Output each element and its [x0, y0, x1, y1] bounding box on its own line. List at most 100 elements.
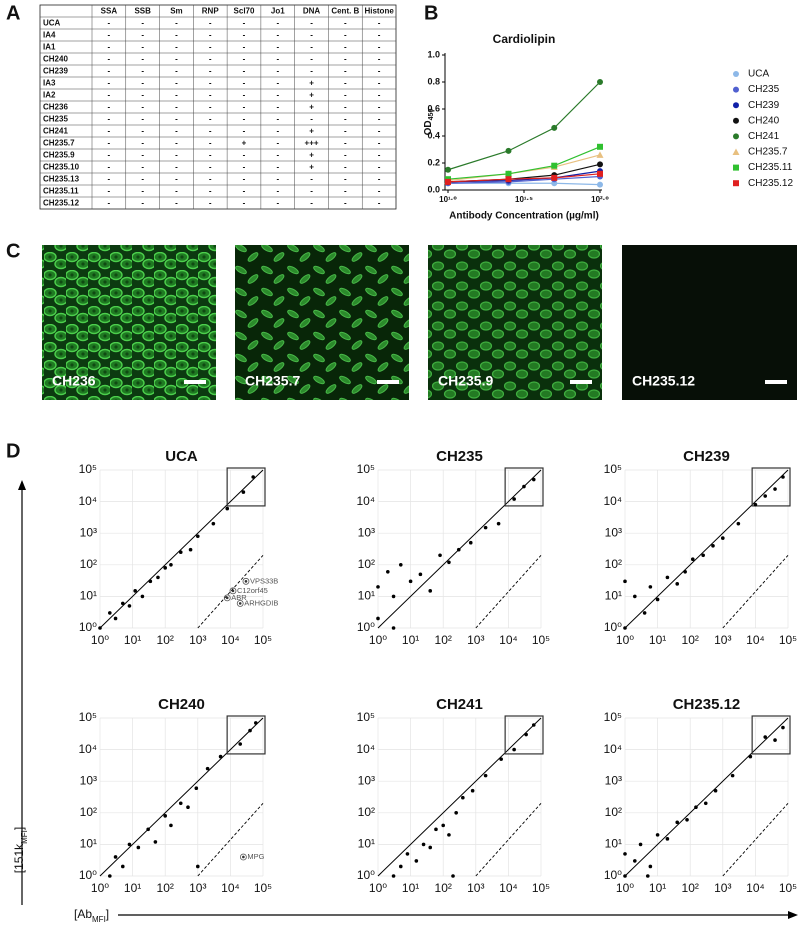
- diagonal: [624, 717, 789, 877]
- marker: [597, 143, 603, 150]
- point: [178, 801, 183, 806]
- cell: -: [310, 199, 313, 208]
- series-line: [447, 175, 601, 184]
- cell: -: [209, 79, 212, 88]
- point: [398, 864, 403, 869]
- cell: -: [378, 43, 381, 52]
- cell: -: [141, 55, 144, 64]
- point: [153, 840, 158, 844]
- panel-d-axes: [151kMFI] [AbMFI]: [12, 480, 798, 924]
- scatter-plot: CH235.12 10⁰ 10¹ 10² 10³ 10⁴ 10⁵ 10⁰ 10¹ 10² 10³ 10…: [603, 696, 797, 895]
- cell: -: [141, 199, 144, 208]
- cell: -: [243, 187, 246, 196]
- cell: -: [175, 67, 178, 76]
- cell: -: [378, 91, 381, 100]
- x-tick-label: 10⁴: [221, 881, 240, 895]
- y-tick-label: 10⁴: [603, 742, 622, 756]
- y-tick-label: 10³: [605, 773, 622, 787]
- point: [645, 874, 650, 878]
- point: [108, 611, 112, 615]
- x-tick-label: 10¹: [124, 633, 141, 647]
- cell: -: [378, 199, 381, 208]
- y-tick-label: 10¹: [605, 837, 622, 851]
- point: [251, 475, 255, 479]
- point: [163, 814, 167, 818]
- chart-title: CH239: [683, 448, 730, 465]
- x-tick-label: 10⁰: [369, 881, 387, 895]
- point: [194, 786, 199, 791]
- diagonal: [99, 717, 264, 877]
- y-tick-label: 10⁵: [357, 710, 375, 724]
- cell: +: [309, 163, 314, 172]
- row-name: CH235.11: [43, 187, 79, 196]
- point: [633, 859, 637, 863]
- cell: -: [175, 127, 178, 136]
- cell: -: [310, 55, 313, 64]
- annotation: MPG: [247, 852, 264, 861]
- x-tick-label: 10⁴: [499, 633, 518, 647]
- row-name: CH239: [43, 67, 68, 76]
- cell: -: [175, 199, 178, 208]
- point: [638, 842, 643, 847]
- cell: -: [108, 163, 111, 172]
- annotated-dot: [238, 602, 242, 605]
- point: [531, 723, 536, 727]
- point: [140, 594, 145, 599]
- cell: -: [276, 115, 279, 124]
- point: [524, 732, 528, 737]
- y-tick-label: 10⁵: [604, 710, 622, 724]
- cell: -: [344, 67, 347, 76]
- point: [205, 766, 210, 771]
- point: [748, 754, 753, 759]
- x-tick-label: 10⁵: [532, 633, 550, 647]
- x-tick-label: 10²·⁰: [591, 195, 609, 204]
- y-tick-label: 10²: [605, 805, 622, 819]
- chart-title: CH241: [436, 696, 483, 713]
- y-tick-label: 10⁴: [603, 494, 622, 508]
- x-tick-label: 10⁴: [746, 881, 765, 895]
- cell: -: [243, 163, 246, 172]
- column-header: Histone: [364, 7, 394, 16]
- cell: -: [141, 163, 144, 172]
- point: [773, 738, 777, 742]
- line-chart: Cardiolipin 0.0 0.2 0.4 0.6 0.8 1.0 10¹·⁰ 10¹·⁵ 1…: [427, 32, 793, 221]
- point: [483, 773, 488, 778]
- cell: -: [243, 175, 246, 184]
- y-tick-label: 10⁵: [79, 710, 97, 724]
- cell: -: [141, 19, 144, 28]
- cell: -: [141, 187, 144, 196]
- point: [690, 557, 695, 562]
- threshold: [475, 555, 542, 629]
- point: [623, 579, 627, 584]
- point: [655, 597, 660, 602]
- y-tick-label: 10¹: [80, 589, 97, 603]
- cell: +: [309, 91, 314, 100]
- point: [623, 626, 627, 630]
- annotated-point: [223, 594, 231, 602]
- cell: -: [243, 67, 246, 76]
- cell: -: [344, 79, 347, 88]
- x-tick-label: 10¹: [649, 633, 666, 647]
- cell: -: [276, 103, 279, 112]
- y-tick-label: 10²: [605, 557, 622, 571]
- cell: -: [276, 91, 279, 100]
- legend-label: UCA: [748, 69, 769, 80]
- panel-b-ylabel: OD450: [423, 109, 436, 136]
- y-tick-label: 0.8: [427, 76, 440, 86]
- cell: -: [310, 175, 313, 184]
- x-tick-label: 10⁴: [221, 633, 240, 647]
- highlight-box: [226, 715, 266, 755]
- image-label: CH235.7: [245, 373, 300, 389]
- chart-title: UCA: [165, 448, 198, 465]
- legend-label: CH239: [748, 100, 780, 111]
- point: [225, 506, 230, 511]
- cell: -: [209, 139, 212, 148]
- y-tick-label: 10⁵: [79, 462, 97, 476]
- legend-swatch: [733, 86, 739, 93]
- cell: -: [310, 43, 313, 52]
- cell: -: [378, 67, 381, 76]
- point: [113, 855, 118, 859]
- series-line: [447, 170, 601, 183]
- cell: -: [108, 19, 111, 28]
- series-line: [447, 154, 601, 182]
